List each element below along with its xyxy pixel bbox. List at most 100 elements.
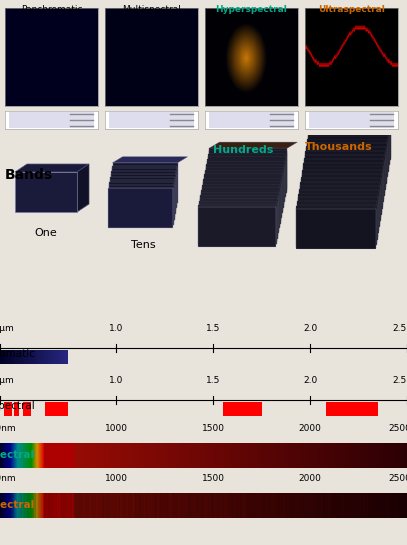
Polygon shape <box>111 171 176 211</box>
Text: 0.4μm: 0.4μm <box>0 376 14 385</box>
Polygon shape <box>201 193 279 233</box>
Polygon shape <box>304 159 384 199</box>
Text: 2.5μm: 2.5μm <box>393 376 407 385</box>
Polygon shape <box>207 162 285 202</box>
Polygon shape <box>112 163 177 203</box>
Polygon shape <box>209 142 298 148</box>
Polygon shape <box>302 170 383 210</box>
Polygon shape <box>208 154 286 195</box>
Polygon shape <box>306 151 385 191</box>
Text: 2.0: 2.0 <box>303 376 317 385</box>
Polygon shape <box>201 190 279 230</box>
Polygon shape <box>200 196 278 236</box>
Text: Ultraspectral: Ultraspectral <box>318 5 385 14</box>
Polygon shape <box>209 148 287 188</box>
Text: 400nm: 400nm <box>0 474 16 483</box>
Polygon shape <box>299 189 379 229</box>
Polygon shape <box>109 185 173 225</box>
Polygon shape <box>203 180 281 221</box>
Polygon shape <box>302 175 381 215</box>
Text: 1.0: 1.0 <box>109 376 123 385</box>
Polygon shape <box>307 140 387 180</box>
Text: Bands: Bands <box>5 168 53 182</box>
Polygon shape <box>108 188 173 228</box>
Polygon shape <box>15 164 89 172</box>
Polygon shape <box>198 207 276 247</box>
Text: 2.5μm: 2.5μm <box>393 324 407 332</box>
Polygon shape <box>199 204 277 244</box>
Polygon shape <box>112 168 177 208</box>
Text: Hyperspectral: Hyperspectral <box>0 451 35 461</box>
Polygon shape <box>198 205 276 245</box>
Polygon shape <box>311 117 391 157</box>
Text: Multispectral: Multispectral <box>122 5 181 14</box>
Text: Panchromatic: Panchromatic <box>21 5 82 14</box>
Polygon shape <box>112 157 188 163</box>
Polygon shape <box>206 164 284 204</box>
Polygon shape <box>307 143 387 183</box>
Text: 400nm: 400nm <box>0 424 16 433</box>
Polygon shape <box>206 165 284 205</box>
Polygon shape <box>299 191 379 232</box>
Polygon shape <box>201 189 280 228</box>
Polygon shape <box>202 187 280 227</box>
Polygon shape <box>204 174 282 214</box>
Text: 0.4μm: 0.4μm <box>0 324 14 332</box>
Polygon shape <box>306 147 386 187</box>
Polygon shape <box>308 136 388 176</box>
Polygon shape <box>306 149 386 190</box>
Polygon shape <box>309 131 389 171</box>
Polygon shape <box>300 182 381 222</box>
Polygon shape <box>296 209 376 249</box>
Polygon shape <box>109 183 174 222</box>
Polygon shape <box>296 208 376 247</box>
Polygon shape <box>310 125 389 165</box>
Polygon shape <box>305 152 385 192</box>
Polygon shape <box>309 128 389 168</box>
Polygon shape <box>307 139 387 179</box>
Polygon shape <box>300 185 380 225</box>
Polygon shape <box>309 132 389 172</box>
Polygon shape <box>298 198 378 238</box>
Polygon shape <box>300 183 380 223</box>
Text: Tens: Tens <box>131 240 156 250</box>
Text: 1.5: 1.5 <box>206 324 220 332</box>
Polygon shape <box>203 182 281 222</box>
Polygon shape <box>310 121 390 161</box>
Polygon shape <box>311 112 399 117</box>
Polygon shape <box>301 178 381 218</box>
Polygon shape <box>310 123 390 162</box>
Polygon shape <box>298 199 378 240</box>
Polygon shape <box>110 177 175 217</box>
Polygon shape <box>306 148 386 188</box>
Text: Hundreds: Hundreds <box>213 145 273 155</box>
Polygon shape <box>311 119 391 159</box>
Text: Thousands: Thousands <box>305 142 373 152</box>
Text: Panchromatic: Panchromatic <box>0 349 35 359</box>
Polygon shape <box>298 197 378 237</box>
Polygon shape <box>309 129 389 169</box>
Polygon shape <box>205 173 282 213</box>
Polygon shape <box>311 120 391 160</box>
Polygon shape <box>298 196 378 235</box>
Polygon shape <box>301 177 381 216</box>
Polygon shape <box>109 180 175 220</box>
Polygon shape <box>303 166 383 206</box>
Polygon shape <box>304 162 384 202</box>
Polygon shape <box>307 142 387 181</box>
Polygon shape <box>199 202 277 243</box>
Polygon shape <box>305 154 385 193</box>
Polygon shape <box>303 165 383 204</box>
Polygon shape <box>206 168 284 208</box>
Polygon shape <box>304 160 384 201</box>
Polygon shape <box>199 201 277 241</box>
Polygon shape <box>298 194 379 234</box>
Polygon shape <box>200 198 278 238</box>
Polygon shape <box>308 137 387 178</box>
Text: 2000: 2000 <box>299 474 322 483</box>
Polygon shape <box>205 170 283 210</box>
Polygon shape <box>300 187 379 227</box>
Text: 1.5: 1.5 <box>206 376 220 385</box>
Text: One: One <box>35 228 57 238</box>
Polygon shape <box>297 202 377 242</box>
